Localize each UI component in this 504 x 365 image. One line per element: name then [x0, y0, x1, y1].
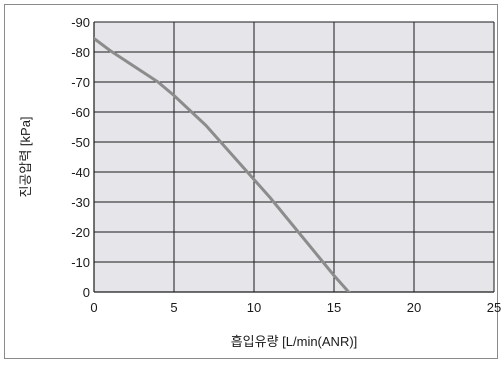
y-tick-label: -20	[71, 225, 90, 240]
y-tick-label: -10	[71, 255, 90, 270]
y-tick-label: 0	[83, 285, 90, 300]
x-tick-label: 10	[247, 300, 261, 315]
y-axis-label: 진공압력 [kPa]	[18, 116, 33, 197]
x-tick-label: 5	[170, 300, 177, 315]
plot-area	[94, 22, 494, 292]
y-tick-label: -60	[71, 105, 90, 120]
y-axis-ticks: 0 -10 -20 -30 -40 -50 -60 -70 -80 -90	[71, 15, 90, 300]
series-layer	[94, 37, 351, 292]
x-tick-label: 25	[487, 300, 501, 315]
y-tick-label: -80	[71, 45, 90, 60]
y-tick-label: -90	[71, 15, 90, 30]
x-axis-label: 흡입유량 [L/min(ANR)]	[231, 334, 358, 349]
grid	[93, 21, 495, 293]
x-axis-ticks: 0 5 10 15 20 25	[90, 300, 501, 315]
series-line	[94, 37, 351, 292]
y-tick-label: -40	[71, 165, 90, 180]
x-tick-label: 15	[327, 300, 341, 315]
y-tick-label: -50	[71, 135, 90, 150]
x-tick-label: 20	[407, 300, 421, 315]
y-tick-label: -70	[71, 75, 90, 90]
y-tick-label: -30	[71, 195, 90, 210]
x-tick-label: 0	[90, 300, 97, 315]
